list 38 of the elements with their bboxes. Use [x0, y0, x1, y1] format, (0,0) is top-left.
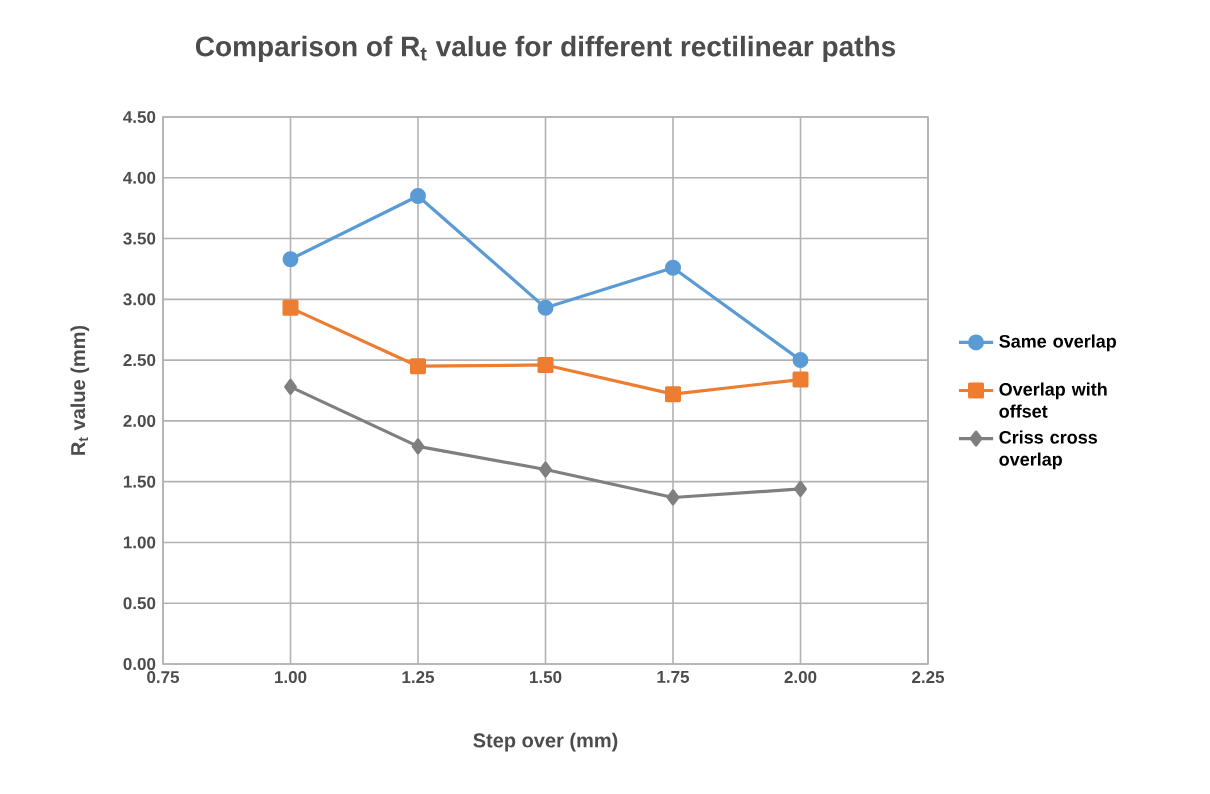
point	[284, 378, 297, 395]
legend-label: Criss cross overlap	[999, 430, 1098, 470]
legend-label: Overlap with offset	[999, 382, 1107, 418]
point	[282, 251, 299, 268]
point	[665, 386, 681, 403]
x-tick-label: 0.75	[147, 671, 180, 684]
x-tick-label: 2.25	[912, 671, 945, 684]
point	[792, 352, 809, 369]
x-tick-label: 1.75	[657, 671, 690, 683]
y-tick-label: 0.50	[123, 597, 156, 610]
point	[282, 299, 299, 316]
point	[410, 358, 427, 375]
y-tick-label: 3.00	[123, 293, 156, 306]
y-tick-label: 1.50	[123, 475, 156, 488]
y-axis-title: R$_{t}$ value (mm)	[70, 325, 90, 455]
legend-label: Same overlap	[999, 334, 1116, 352]
x-tick-label: 1.50	[530, 671, 562, 684]
point	[537, 356, 554, 373]
point	[794, 480, 807, 497]
y-tick-label: 3.50	[123, 232, 156, 245]
chart-title: Comparison of R$_{t}$ value for different rectilinear paths	[195, 35, 896, 62]
x-tick-label: 1.25	[402, 671, 435, 684]
y-tick-label: 0.00	[123, 657, 156, 671]
point	[792, 371, 809, 388]
point	[537, 299, 554, 316]
x-tick-label: 1.00	[275, 671, 307, 684]
x-tick-label: 2.00	[784, 671, 817, 684]
y-tick-label: 1.00	[123, 536, 156, 549]
y-tick-label: 4.00	[123, 171, 156, 184]
point	[666, 489, 680, 506]
y-tick-label: 4.50	[123, 111, 156, 124]
point	[411, 438, 425, 455]
point	[539, 461, 552, 478]
point	[410, 188, 427, 205]
y-tick-label: 2.00	[123, 414, 156, 427]
x-axis-title: Step over (mm)	[473, 732, 618, 752]
point	[665, 259, 681, 276]
y-tick-label: 2.50	[123, 354, 156, 367]
